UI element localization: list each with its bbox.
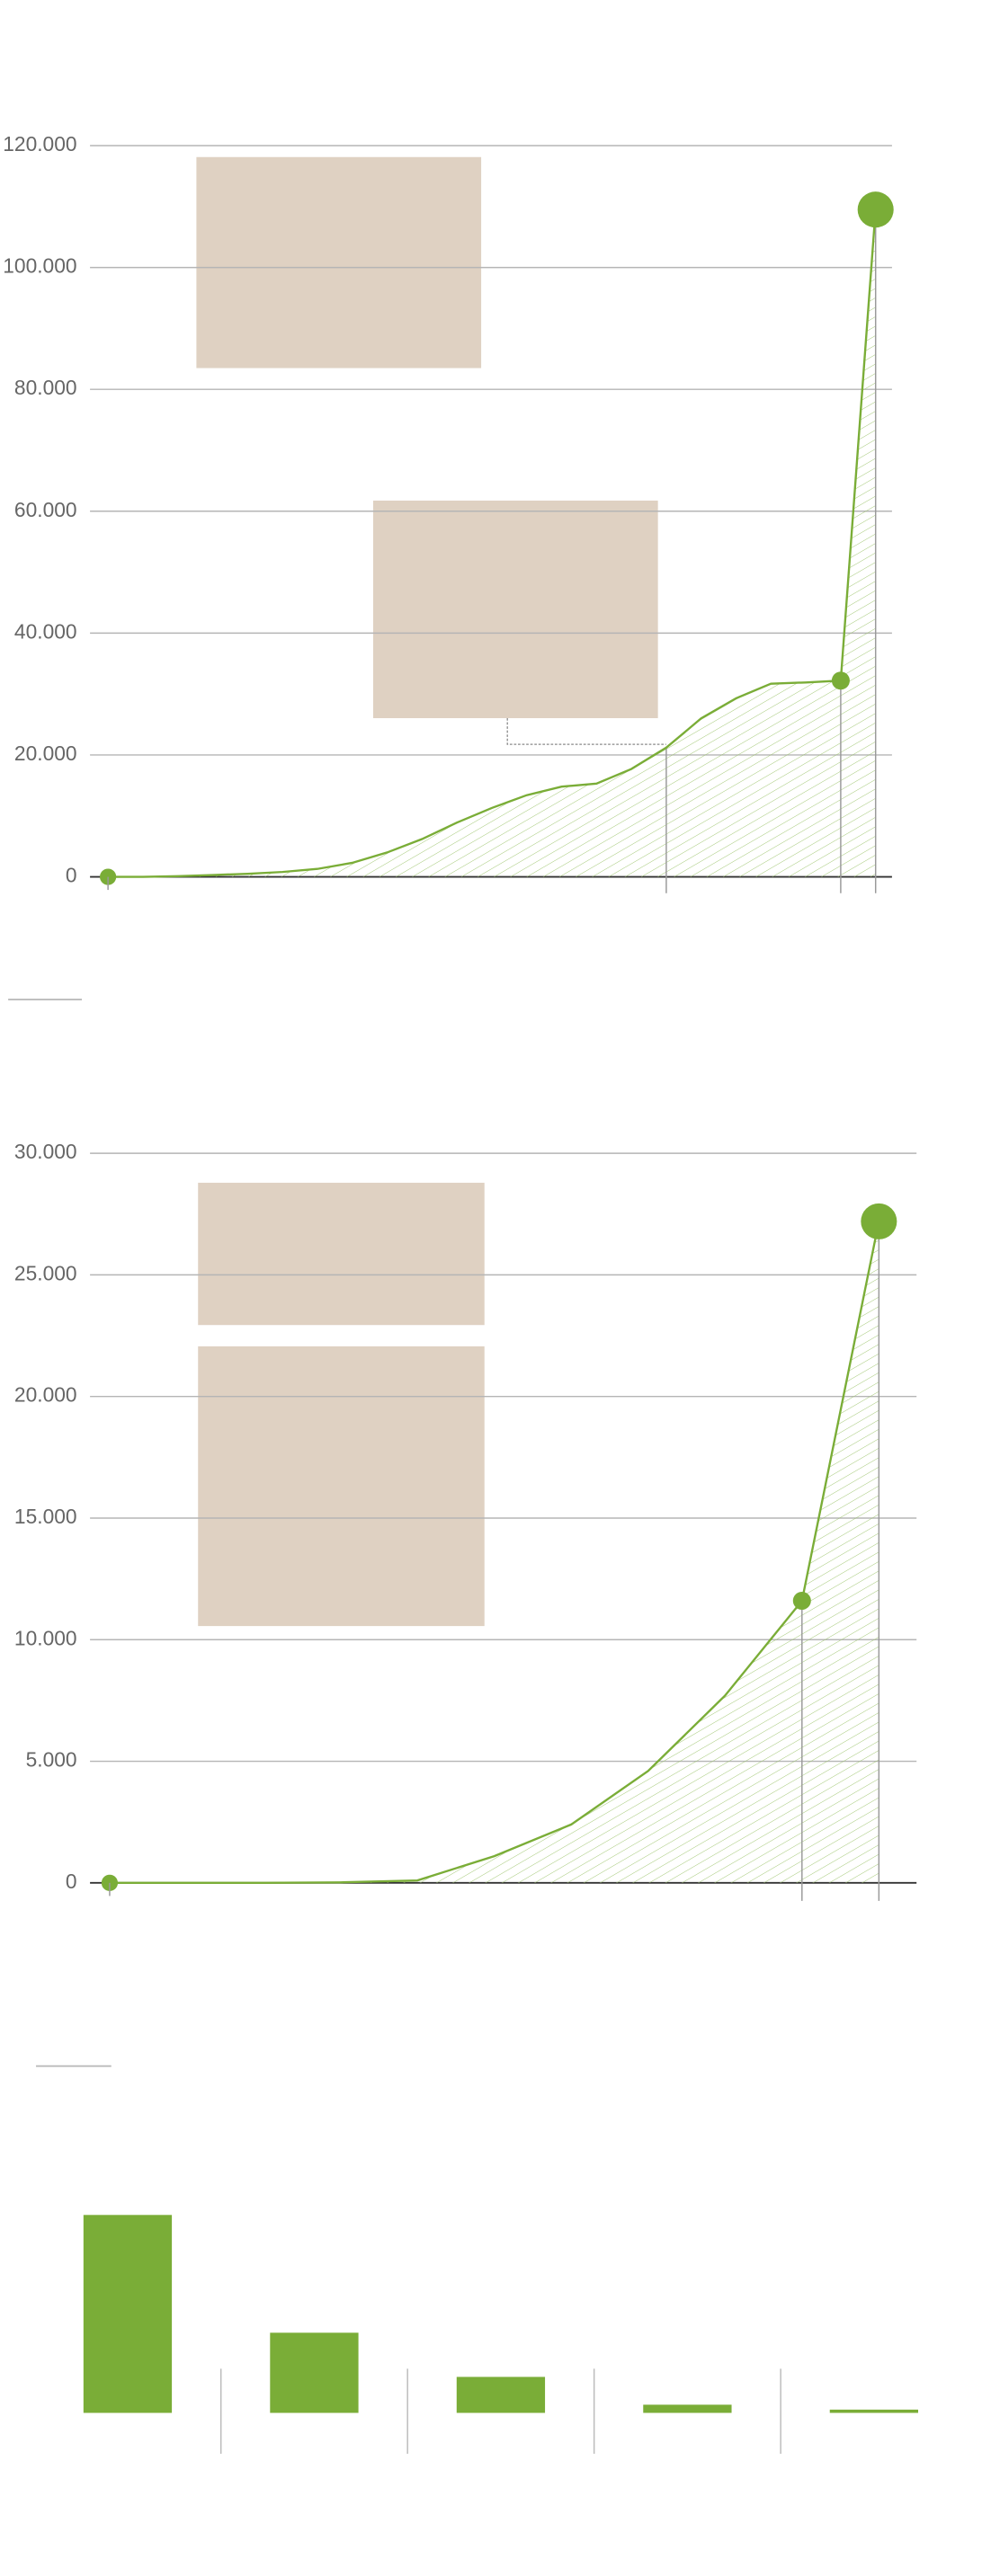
y-tick-label: 80.000 <box>14 376 77 399</box>
bar <box>456 2376 546 2413</box>
y-tick-label: 15.000 <box>14 1505 77 1528</box>
placeholder-box <box>198 1346 485 1627</box>
y-tick-label: 100.000 <box>3 254 76 278</box>
y-tick-label: 10.000 <box>14 1626 77 1649</box>
point <box>857 191 894 228</box>
y-tick-label: 60.000 <box>14 498 77 521</box>
bar <box>643 2404 732 2413</box>
y-tick-label: 40.000 <box>14 619 77 643</box>
bar <box>829 2409 919 2413</box>
bar <box>83 2215 173 2413</box>
y-tick-label: 0 <box>66 1870 77 1893</box>
y-tick-label: 30.000 <box>14 1140 77 1163</box>
placeholder-box <box>196 156 482 369</box>
point <box>792 1591 811 1610</box>
y-tick-label: 20.000 <box>14 742 77 765</box>
bar <box>270 2332 359 2413</box>
area <box>108 209 876 877</box>
placeholder-box <box>198 1182 485 1326</box>
placeholder-box <box>372 500 658 719</box>
line <box>108 209 877 878</box>
y-tick-label: 120.000 <box>3 132 76 155</box>
y-tick-label: 0 <box>66 864 77 887</box>
point <box>831 671 850 690</box>
y-tick-label: 25.000 <box>14 1261 77 1284</box>
y-tick-label: 20.000 <box>14 1383 77 1407</box>
line <box>109 1221 880 1885</box>
point <box>861 1203 897 1239</box>
connector <box>506 718 666 745</box>
y-tick-label: 5.000 <box>26 1748 77 1772</box>
